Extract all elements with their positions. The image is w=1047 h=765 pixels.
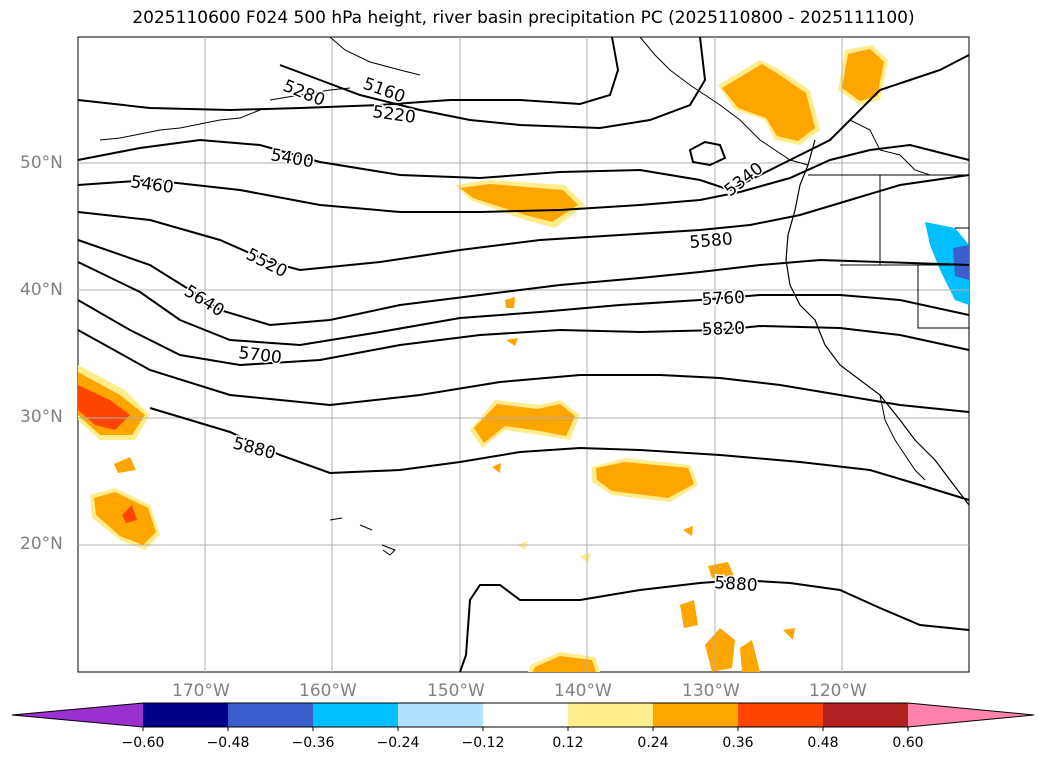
colorbar-tick-label: −0.60 (121, 735, 165, 751)
contour-label-5820: 5820 (701, 318, 745, 339)
colorbar-segment (483, 703, 568, 727)
colorbar-segment (568, 703, 653, 727)
lon-label-170w: 170°W (172, 681, 230, 701)
lat-label-40n: 40°N (20, 280, 63, 300)
colorbar-tick-label: −0.24 (376, 735, 420, 751)
colorbar-tick-label: −0.12 (461, 735, 505, 751)
height-contours (77, 36, 970, 673)
colorbar-tick-label: 0.48 (807, 735, 839, 751)
contour-label-5580: 5580 (689, 229, 734, 253)
colorbar-tick-label: 0.36 (722, 735, 754, 751)
coastlines (99, 36, 970, 556)
colorbar-tick-label: 0.24 (637, 735, 669, 751)
lat-label-50n: 50°N (20, 153, 63, 173)
colorbar-extend-right (908, 703, 1034, 727)
colorbar-tick-label: −0.36 (291, 735, 335, 751)
colorbar-tick-label: 0.60 (892, 735, 924, 751)
colorbar-segment (823, 703, 908, 727)
colorbar-segment (653, 703, 738, 727)
precipitation-shading (78, 45, 888, 672)
lon-label-160w: 160°W (299, 681, 357, 701)
colorbar-segment (313, 703, 398, 727)
colorbar-segment (143, 703, 228, 727)
lon-label-140w: 140°W (554, 681, 612, 701)
lat-label-30n: 30°N (20, 407, 63, 427)
lon-label-150w: 150°W (427, 681, 485, 701)
map-frame (77, 36, 970, 673)
graticule (78, 37, 969, 672)
colorbar (11, 702, 1035, 731)
colorbar-segment (738, 703, 823, 727)
colorbar-extend-left (12, 703, 143, 727)
figure-title: 2025110600 F024 500 hPa height, river ba… (132, 8, 915, 28)
contour-label-5760: 5760 (701, 288, 745, 310)
colorbar-segment (398, 703, 483, 727)
colorbar-segment (228, 703, 313, 727)
contour-label-5880-south: 5880 (714, 573, 759, 596)
colorbar-tick-label: −0.48 (206, 735, 250, 751)
lat-label-20n: 20°N (20, 534, 63, 554)
colorbar-tick-label: 0.12 (552, 735, 584, 751)
lon-label-120w: 120°W (809, 681, 867, 701)
lon-label-130w: 130°W (682, 681, 740, 701)
